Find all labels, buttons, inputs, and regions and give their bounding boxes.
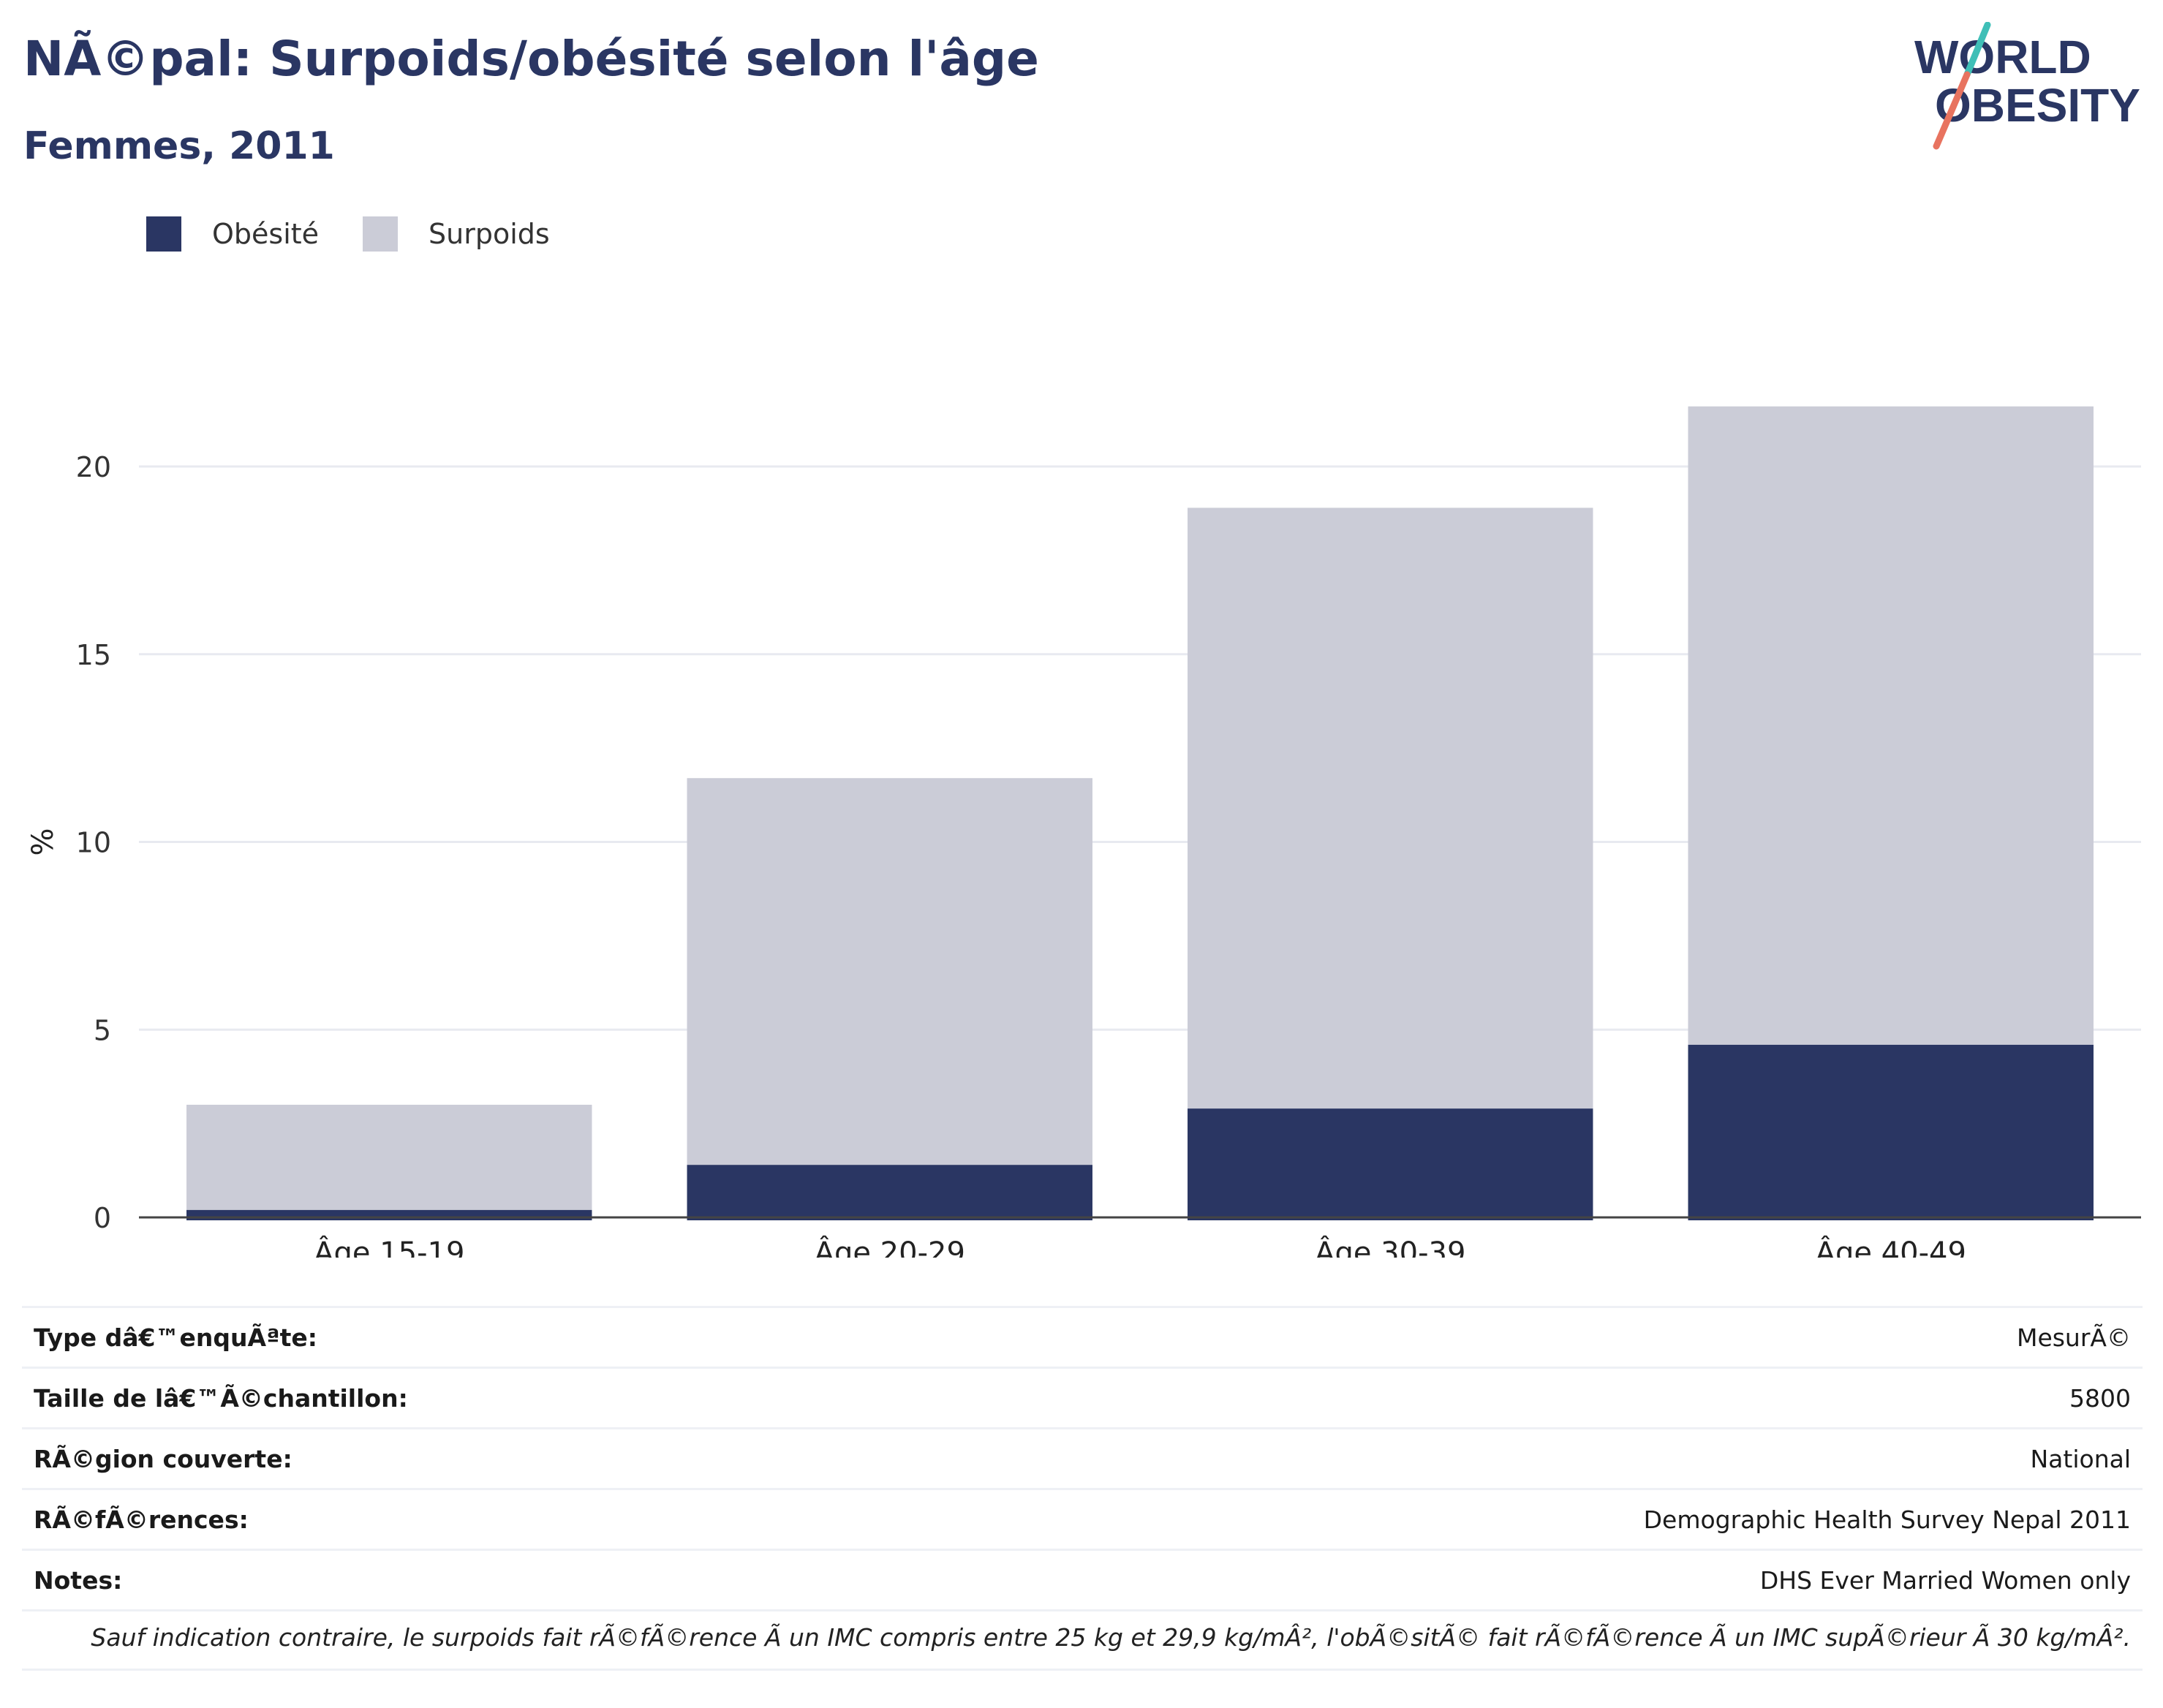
info-row-references: RÃ©fÃ©rences: Demographic Health Survey … xyxy=(22,1488,2143,1549)
legend-swatch-obesite xyxy=(146,216,181,252)
info-value-notes: DHS Ever Married Women only xyxy=(1759,1565,2131,1595)
legend-swatch-surpoids xyxy=(363,216,399,252)
y-tick-label-5: 5 xyxy=(94,1014,111,1046)
x-tick-label-3: Âge 40-49 xyxy=(1816,1235,1966,1258)
chart-subtitle: Femmes, 2011 xyxy=(23,124,335,168)
info-value-region: National xyxy=(2030,1444,2131,1473)
y-tick-label-0: 0 xyxy=(94,1202,111,1234)
chart-legend: Obésité Surpoids xyxy=(146,216,594,252)
world-obesity-logo: WORLD OBESITY xyxy=(1914,22,2140,150)
bar-surpoids-1 xyxy=(687,778,1092,1165)
x-tick-label-1: Âge 20-29 xyxy=(815,1235,965,1258)
bar-chart: 0 5 10 15 20% Âge 15-19 Âge 20-29 Âge 30-39 Âge … xyxy=(26,406,2141,1258)
legend-label-obesite: Obésité xyxy=(212,218,320,250)
bar-obésité-0 xyxy=(186,1209,592,1220)
legend-item-surpoids[interactable]: Surpoids xyxy=(363,216,550,252)
bar-surpoids-3 xyxy=(1688,406,2094,1045)
legend-label-surpoids: Surpoids xyxy=(429,218,550,250)
bar-obésité-3 xyxy=(1688,1044,2094,1220)
info-label-notes: Notes: xyxy=(34,1565,123,1595)
chart-title: NÃ©pal: Surpoids/obésité selon l'âge xyxy=(23,31,1039,87)
y-tick-label-10: 10 xyxy=(76,827,111,859)
info-row-sample-size: Taille de lâ€™Ã©chantillon: 5800 xyxy=(22,1367,2143,1427)
y-tick-label-15: 15 xyxy=(76,639,111,671)
bar-surpoids-2 xyxy=(1188,507,1593,1109)
info-label-sample-size: Taille de lâ€™Ã©chantillon: xyxy=(34,1383,408,1413)
logo-slash-top xyxy=(1963,22,1991,78)
footnote: Sauf indication contraire, le surpoids f… xyxy=(91,1623,2131,1652)
legend-item-obesite[interactable]: Obésité xyxy=(146,216,319,252)
info-value-references: Demographic Health Survey Nepal 2011 xyxy=(1643,1505,2131,1534)
info-value-survey-type: MesurÃ© xyxy=(2016,1323,2131,1352)
bar-obésité-1 xyxy=(687,1165,1092,1220)
y-tick-label-20: 20 xyxy=(76,451,111,483)
info-row-footnote-rule xyxy=(22,1609,2143,1611)
info-value-sample-size: 5800 xyxy=(2069,1383,2131,1413)
info-row-survey-type: Type dâ€™enquÃªte: MesurÃ© xyxy=(22,1306,2143,1367)
y-axis-label: % xyxy=(26,828,60,855)
bar-obésité-2 xyxy=(1188,1108,1593,1220)
info-row-notes: Notes: DHS Ever Married Women only xyxy=(22,1549,2143,1609)
x-tick-label-0: Âge 15-19 xyxy=(314,1235,464,1258)
info-label-survey-type: Type dâ€™enquÃªte: xyxy=(34,1323,317,1352)
info-table: Type dâ€™enquÃªte: MesurÃ© Taille de lâ€… xyxy=(22,1306,2143,1611)
info-row-region: RÃ©gion couverte: National xyxy=(22,1427,2143,1488)
logo-line-2: OBESITY xyxy=(1935,79,2140,132)
logo-slash-bottom xyxy=(1933,71,1971,150)
bottom-divider xyxy=(22,1669,2143,1671)
logo-line-1: WORLD xyxy=(1914,31,2091,83)
info-label-region: RÃ©gion couverte: xyxy=(34,1444,292,1473)
info-label-references: RÃ©fÃ©rences: xyxy=(34,1505,249,1534)
x-tick-label-2: Âge 30-39 xyxy=(1315,1235,1465,1258)
bar-surpoids-0 xyxy=(186,1104,592,1210)
